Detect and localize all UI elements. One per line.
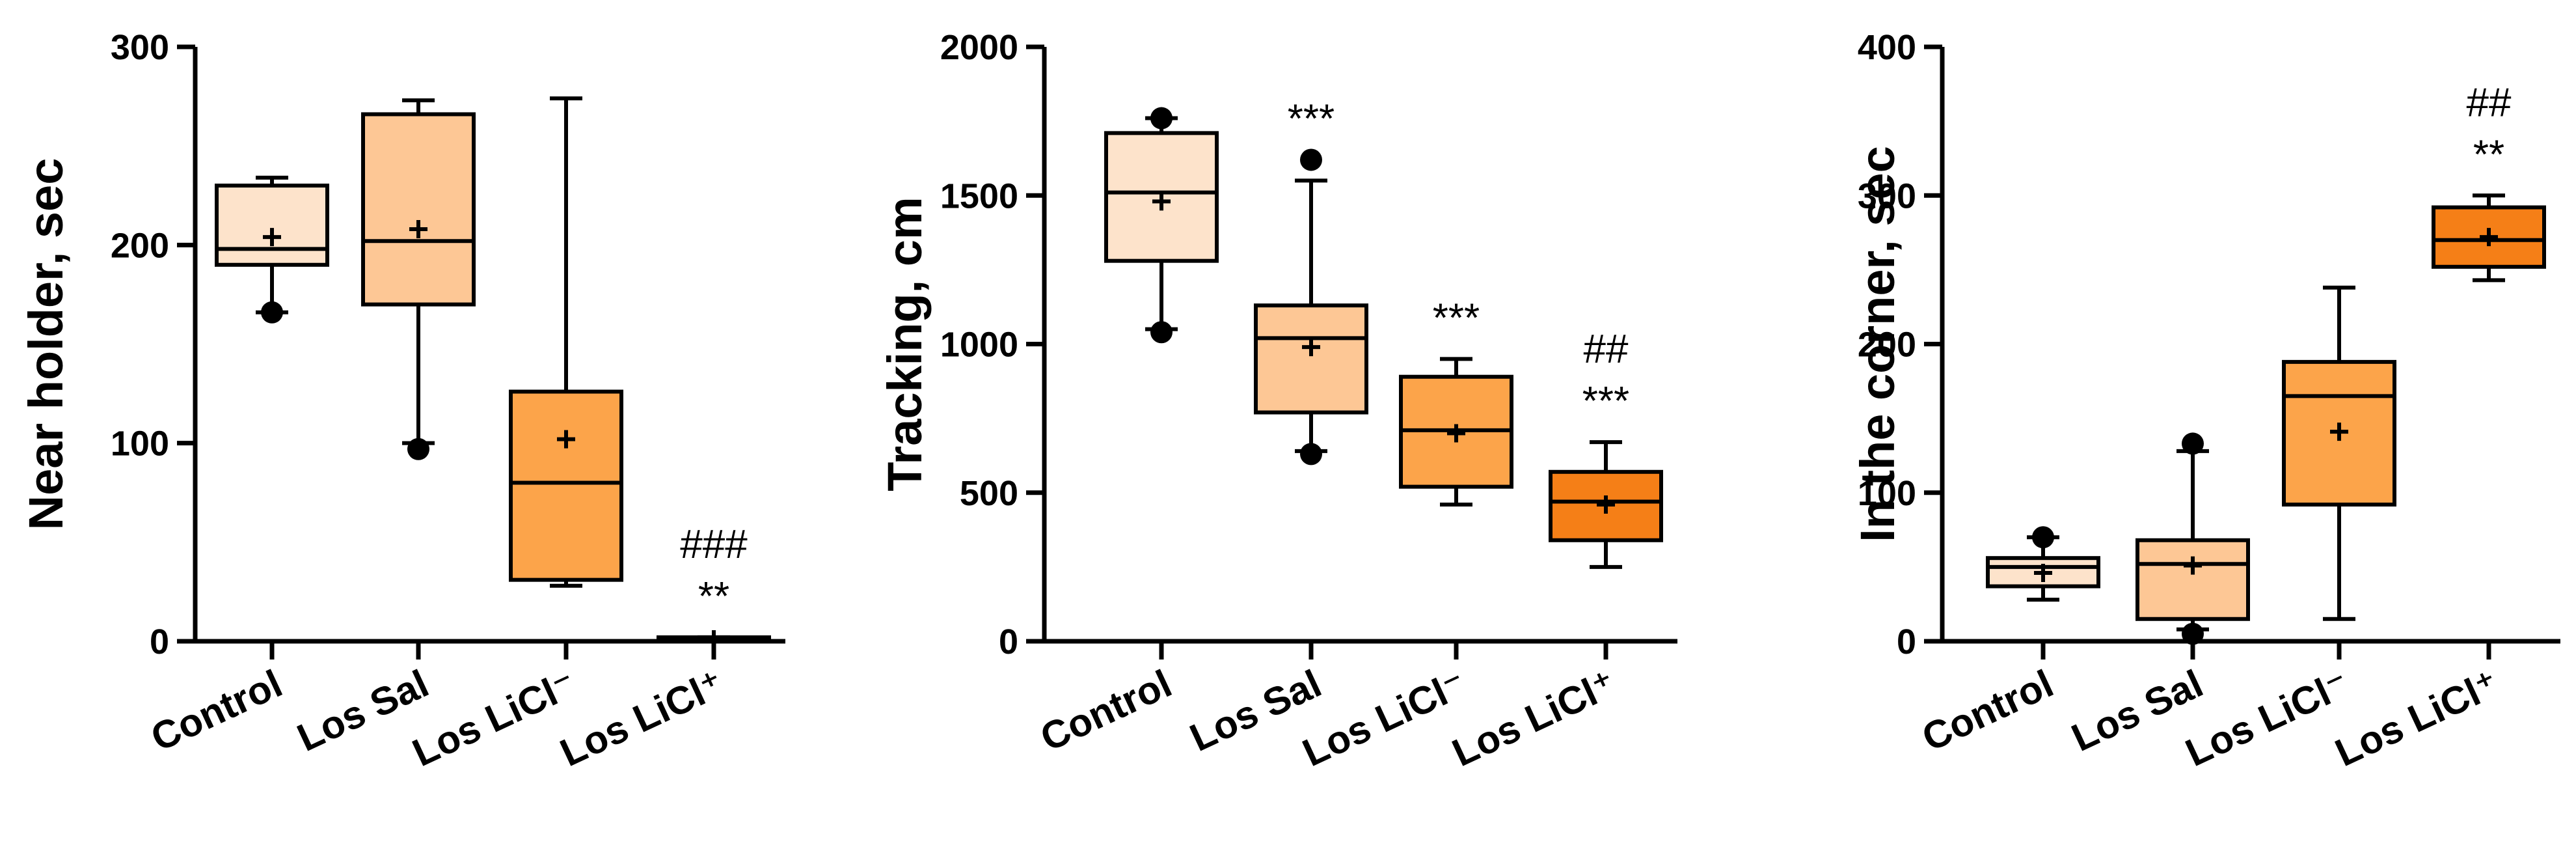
outlier-point	[261, 301, 283, 324]
x-category-label: Los LiCl⁺	[2329, 661, 2506, 775]
outlier-point	[1300, 443, 1322, 465]
significance-label: **	[698, 574, 729, 619]
y-tick-label: 2000	[940, 28, 1018, 67]
box-2	[2137, 432, 2248, 645]
significance-label: ***	[1288, 96, 1335, 141]
y-tick-label: 300	[111, 28, 169, 67]
outlier-point	[2182, 623, 2204, 645]
significance-label: ***	[1433, 296, 1480, 340]
box-body	[217, 186, 327, 265]
box-body	[1256, 305, 1366, 412]
x-category-label: Los LiCl⁺	[1446, 661, 1623, 775]
box-1	[1106, 107, 1217, 344]
outlier-point	[1300, 148, 1322, 171]
box-4	[658, 630, 769, 648]
y-axis-title: In the corner, sec	[1851, 146, 1905, 542]
outlier-point	[2032, 526, 2054, 548]
box-2	[363, 100, 474, 460]
box-3	[511, 98, 621, 586]
box-1	[217, 178, 327, 324]
box-body	[2137, 540, 2248, 619]
outlier-point	[1150, 321, 1173, 343]
outlier-point	[2182, 432, 2204, 454]
significance-label: ***	[1582, 379, 1629, 424]
box-body	[363, 114, 474, 304]
y-tick-label: 1000	[940, 326, 1018, 365]
x-category-label: Control	[1034, 661, 1178, 760]
x-category-label: Los LiCl⁻	[406, 661, 583, 775]
box-3	[1401, 359, 1512, 505]
y-tick-label: 0	[999, 622, 1018, 661]
outlier-point	[1150, 107, 1173, 130]
y-tick-label: 400	[1858, 28, 1916, 67]
mean-marker	[705, 630, 723, 648]
x-category-label: Control	[1916, 661, 2060, 760]
box-4	[1551, 442, 1661, 567]
y-tick-label: 0	[1897, 622, 1916, 661]
x-category-label: Los LiCl⁺	[554, 661, 731, 775]
box-2	[1256, 148, 1366, 465]
x-category-label: Los LiCl⁻	[1296, 661, 1473, 775]
y-axis-title: Tracking, cm	[878, 197, 932, 491]
box-body	[511, 392, 621, 580]
significance-label: ##	[1584, 327, 1629, 372]
significance-label: **	[2473, 132, 2504, 177]
y-tick-label: 1500	[940, 176, 1018, 215]
y-tick-label: 0	[150, 622, 169, 661]
x-category-label: Los LiCl⁻	[2179, 661, 2356, 775]
box-1	[1988, 526, 2098, 600]
x-category-label: Control	[144, 661, 289, 760]
significance-label: ###	[680, 522, 748, 567]
y-tick-label: 500	[960, 474, 1018, 513]
y-tick-label: 200	[111, 226, 169, 265]
outlier-point	[407, 438, 429, 460]
figure: 0100200300Near holder, secControl Los Sal…	[0, 0, 2576, 847]
y-axis-title: Near holder, sec	[19, 158, 73, 531]
box-4	[2434, 195, 2544, 280]
significance-label: ##	[2467, 80, 2512, 125]
box-3	[2284, 288, 2394, 619]
y-tick-label: 100	[111, 424, 169, 464]
